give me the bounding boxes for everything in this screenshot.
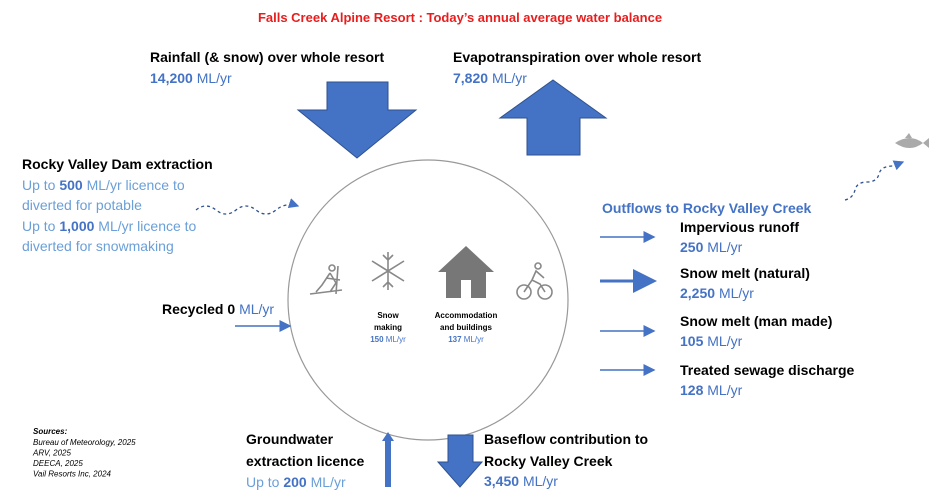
outflow-label: Snow melt (man made) — [680, 313, 832, 329]
outflow-unit: ML/yr — [707, 239, 742, 255]
rainfall-value: 14,200 ML/yr — [150, 70, 232, 86]
source-item: DEECA, 2025 — [33, 459, 83, 468]
dam-label: Rocky Valley Dam extraction — [22, 156, 213, 172]
snowflake-icon — [371, 252, 405, 290]
creek-arrow — [844, 160, 905, 201]
outflow-unit: ML/yr — [719, 285, 754, 301]
snowmaking-label: making — [374, 323, 402, 332]
outflow-label: Snow melt (natural) — [680, 265, 810, 281]
fish-icon — [895, 133, 929, 148]
outflow-value: 2,250 ML/yr — [680, 285, 754, 301]
outflow-value: 250 ML/yr — [680, 239, 743, 255]
accommodation-label: and buildings — [440, 323, 493, 332]
baseflow-arrow — [436, 434, 484, 488]
outflow-label: Treated sewage discharge — [680, 362, 855, 378]
title: Falls Creek Alpine Resort : Today’s annu… — [258, 10, 662, 25]
accommodation-label: Accommodation — [435, 311, 498, 320]
recycled: Recycled 0 ML/yr — [162, 301, 274, 317]
dam-line: diverted for potable — [22, 197, 142, 213]
outflow-number: 2,250 — [680, 285, 715, 301]
outflows-title: Outflows to Rocky Valley Creek — [602, 200, 812, 216]
sources-title: Sources: — [33, 427, 68, 436]
outflow-number: 105 — [680, 333, 704, 349]
dam-arrow — [195, 198, 300, 215]
resort-circle — [287, 159, 569, 441]
outflow-value: 105 ML/yr — [680, 333, 743, 349]
dam-line: diverted for snowmaking — [22, 238, 174, 254]
outflow-unit: ML/yr — [707, 333, 742, 349]
outflow-number: 128 — [680, 382, 704, 398]
dam-line: Up to 500 ML/yr licence to — [22, 177, 185, 193]
source-item: Vail Resorts Inc, 2024 — [33, 470, 112, 479]
house-icon — [438, 246, 494, 298]
snowmaking-value: 150 ML/yr — [370, 335, 406, 344]
cyclist-icon — [516, 262, 553, 300]
evapo-label: Evapotranspiration over whole resort — [453, 49, 702, 65]
source-item: ARV, 2025 — [32, 449, 72, 458]
outflow-unit: ML/yr — [707, 382, 742, 398]
outflow-label: Impervious runoff — [680, 219, 799, 235]
baseflow-value: 3,450 ML/yr — [484, 473, 558, 489]
groundwater-label: Groundwater — [246, 431, 334, 447]
house-door — [461, 280, 471, 298]
groundwater-label: extraction licence — [246, 453, 364, 469]
groundwater-value: Up to 200 ML/yr — [246, 474, 346, 490]
evapo-arrow — [498, 79, 608, 156]
rainfall-label: Rainfall (& snow) over whole resort — [150, 49, 384, 65]
accommodation-value: 137 ML/yr — [448, 335, 484, 344]
dam-line: Up to 1,000 ML/yr licence to — [22, 218, 197, 234]
groundwater-arrow — [382, 432, 394, 487]
evapo-value: 7,820 ML/yr — [453, 70, 527, 86]
baseflow-label: Rocky Valley Creek — [484, 453, 613, 469]
baseflow-label: Baseflow contribution to — [484, 431, 648, 447]
rainfall-arrow — [296, 81, 418, 159]
outflow-value: 128 ML/yr — [680, 382, 743, 398]
skier-icon — [309, 264, 343, 295]
snowmaking-label: Snow — [377, 311, 399, 320]
outflow-number: 250 — [680, 239, 704, 255]
source-item: Bureau of Meteorology, 2025 — [33, 438, 136, 447]
